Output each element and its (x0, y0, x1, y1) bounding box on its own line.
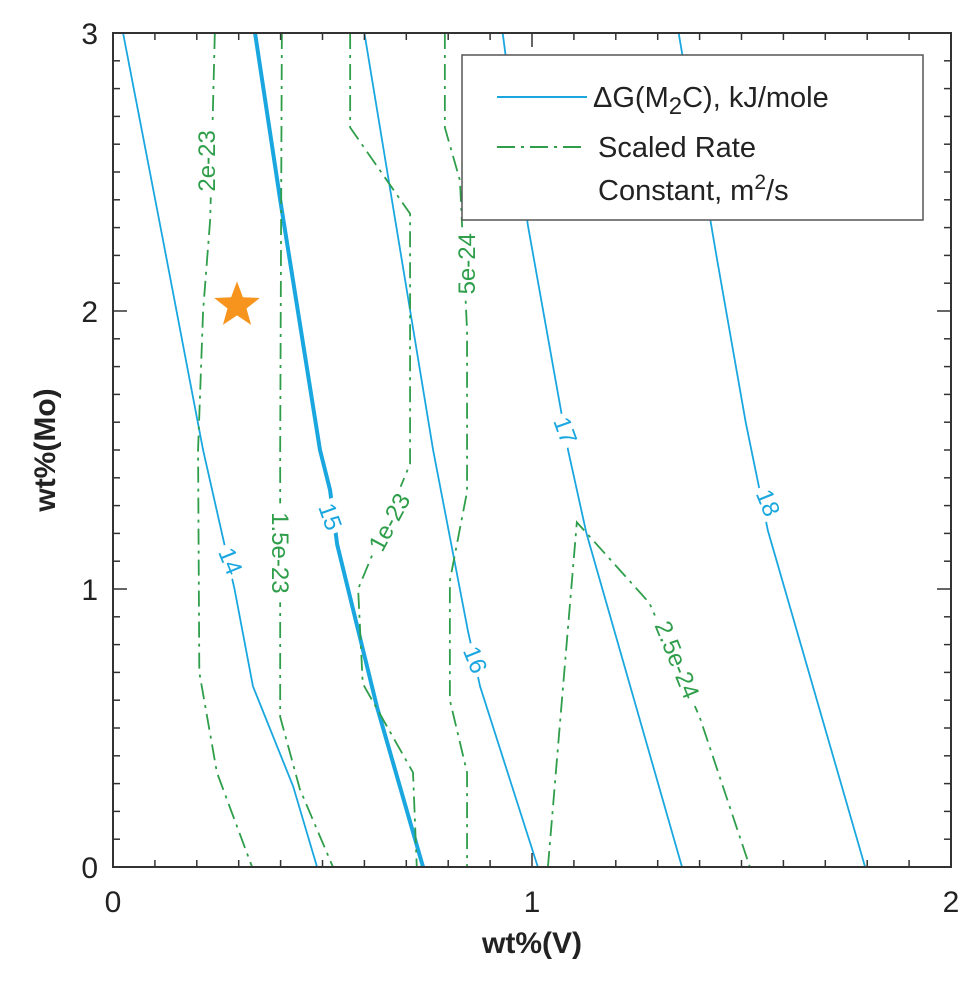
x-axis-title: wt%(V) (481, 927, 582, 960)
contour-label-dG-18: 18 (747, 481, 789, 525)
contour-label-rate-5e-24: 5e-24 (452, 227, 483, 301)
contour-label-bg (747, 481, 789, 525)
contour-label-dG-14: 14 (210, 539, 251, 583)
contour-label-text: 2.5e-24 (649, 617, 705, 703)
contour-label-bg (191, 124, 222, 198)
y-tick-label: 1 (81, 574, 98, 607)
legend: ΔG(M2C), kJ/mole Scaled Rate Constant, m… (461, 54, 924, 221)
legend-box (461, 54, 924, 221)
contour-label-dG-15: 15 (310, 495, 350, 538)
y-tick-label: 2 (81, 296, 98, 329)
contour-label-text: 5e-24 (454, 233, 481, 294)
contour-label-bg (545, 409, 586, 452)
contour-line-dG-15 (253, 32, 425, 868)
contour-label-bg (310, 495, 350, 538)
y-axis-title: wt%(Mo) (29, 388, 62, 512)
contour-line-dG-14 (122, 32, 318, 868)
axes: 0 1 2 0 1 2 3 (81, 18, 959, 919)
contour-label-rate-2e-23: 2e-23 (191, 124, 222, 198)
contour-line-rate-5e-24 (443, 33, 468, 867)
contour-label-dG-16: 16 (454, 638, 496, 682)
contour-label-text: 1e-23 (364, 489, 417, 556)
contour-line-rate-1.5e-23 (279, 32, 334, 868)
y-tick-label: 0 (81, 852, 98, 885)
contour-label-bg (210, 539, 251, 583)
contour-line-rate-2.5e-24 (547, 520, 751, 868)
contour-label-text: 2e-23 (194, 130, 221, 191)
star-marker-icon (214, 281, 260, 325)
contour-label-rate-2.5e-24: 2.5e-24 (644, 608, 710, 712)
contour-label-dG-17: 17 (545, 409, 586, 452)
legend-label-rate-line2: Constant, m2/s (598, 171, 789, 207)
contour-label-bg (265, 503, 296, 603)
contour-label-text: 1.5e-23 (266, 512, 293, 593)
contour-label-bg (644, 608, 710, 712)
x-tick-label: 0 (105, 886, 122, 919)
x-tick-label: 1 (524, 886, 541, 919)
y-tick-label: 3 (81, 18, 98, 51)
marker-layer (214, 281, 260, 325)
legend-label-rate-line1: Scaled Rate (598, 132, 756, 164)
contour-label-rate-1.5e-23: 1.5e-23 (265, 503, 296, 603)
contour-label-bg (452, 227, 483, 301)
x-tick-label: 2 (943, 886, 960, 919)
contour-line-dG-16 (363, 32, 539, 868)
contour-line-rate-2e-23 (197, 32, 253, 868)
legend-label-dg: ΔG(M2C), kJ/mole (593, 82, 829, 120)
contour-label-bg (359, 483, 420, 562)
contour-line-rate-1e-23 (349, 33, 418, 868)
contour-label-rate-1e-23: 1e-23 (359, 483, 420, 562)
contour-label-bg (454, 638, 496, 682)
